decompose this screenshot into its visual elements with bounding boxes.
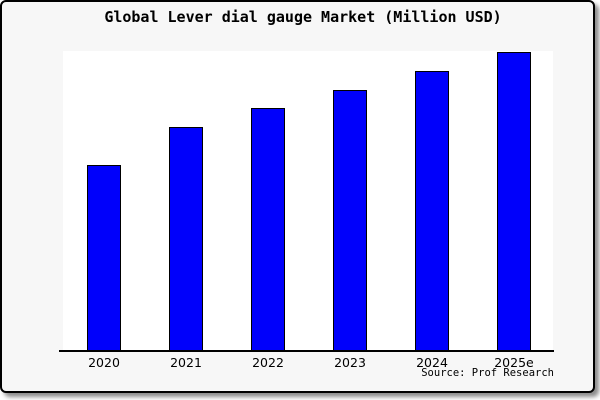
chart-title: Global Lever dial gauge Market (Million …	[104, 8, 502, 26]
bar-2024	[415, 70, 449, 352]
x-tick-2021: 2021	[170, 355, 202, 370]
chart-card: Global Lever dial gauge Market (Million …	[0, 0, 595, 393]
x-tick-2023: 2023	[334, 355, 366, 370]
x-tick-2025e: 2025e	[494, 355, 534, 370]
x-tick-2024: 2024	[416, 355, 448, 370]
x-tick-2022: 2022	[252, 355, 284, 370]
bar-2020	[87, 164, 121, 352]
bar-2021	[169, 127, 203, 352]
x-axis-tick-labels: 2020 2021 2022 2023 2024 2025e	[63, 355, 553, 371]
source-attribution: Source: Prof Research	[421, 367, 554, 379]
bar-2022	[251, 108, 285, 352]
plot-area	[63, 51, 553, 352]
bar-2025e	[497, 52, 531, 352]
x-tick-2020: 2020	[88, 355, 120, 370]
x-axis-line	[59, 350, 554, 352]
bar-2023	[333, 89, 367, 352]
